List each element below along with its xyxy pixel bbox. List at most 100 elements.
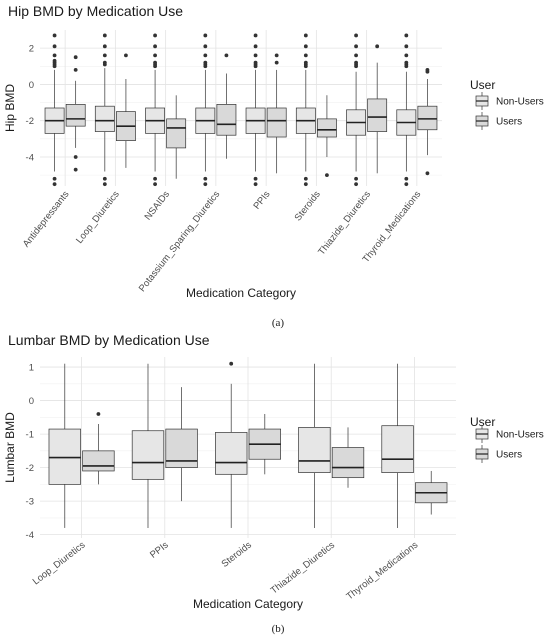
legend-label: Non-Users bbox=[496, 97, 544, 108]
outlier-point bbox=[274, 60, 279, 65]
outlier-point bbox=[203, 176, 208, 181]
box-non-users-steroids bbox=[215, 361, 248, 528]
box-users-antidepressants bbox=[65, 55, 86, 172]
box-iqr bbox=[417, 105, 438, 131]
outlier-point bbox=[404, 53, 409, 58]
box-non-users-ppis bbox=[245, 33, 266, 187]
x-tick-label: Antidepressants bbox=[21, 189, 72, 250]
outlier-point bbox=[73, 167, 78, 172]
outlier-point bbox=[96, 412, 101, 416]
outlier-point bbox=[73, 68, 78, 72]
box-iqr bbox=[131, 430, 165, 480]
x-tick-label: Thyroid_Medications bbox=[361, 189, 424, 265]
outlier-point bbox=[52, 33, 57, 38]
outlier-point bbox=[73, 55, 78, 60]
x-tick-label: Thyroid_Medications bbox=[344, 540, 420, 603]
box-users-steroids bbox=[317, 95, 337, 178]
y-tick-label: 1 bbox=[29, 363, 34, 374]
outlier-point bbox=[303, 53, 308, 58]
box-non-users-nsaids bbox=[145, 33, 165, 187]
box-users-thiazide-diuretics bbox=[367, 44, 388, 174]
legend-item-non-users: Non-Users bbox=[475, 425, 544, 443]
legend-item-non-users: Non-Users bbox=[475, 92, 544, 110]
box-users-thiazide-diuretics bbox=[331, 427, 365, 488]
outlier-point bbox=[102, 182, 107, 187]
outlier-point bbox=[425, 171, 430, 176]
y-tick-label: 0 bbox=[29, 396, 34, 407]
outlier-point bbox=[203, 182, 208, 187]
y-tick-label: -2 bbox=[26, 116, 34, 127]
outlier-point bbox=[52, 44, 57, 49]
box-users-potassium-sparing-diuretics bbox=[216, 53, 237, 159]
outlier-point bbox=[375, 44, 380, 49]
box-iqr bbox=[65, 104, 86, 127]
box-iqr bbox=[216, 104, 237, 136]
box-non-users-thiazide-diuretics bbox=[298, 363, 331, 528]
panel-label: (a) bbox=[272, 317, 285, 329]
y-tick-label: 2 bbox=[29, 44, 34, 55]
outlier-point bbox=[153, 33, 157, 38]
box-non-users-ppis bbox=[131, 363, 165, 528]
outlier-point bbox=[52, 53, 57, 58]
box-non-users-thiazide-diuretics bbox=[346, 33, 366, 187]
outlier-point bbox=[354, 33, 358, 38]
outlier-point bbox=[253, 182, 258, 187]
outlier-point bbox=[153, 182, 157, 187]
outlier-point bbox=[203, 44, 208, 49]
outlier-point bbox=[253, 176, 258, 181]
x-tick-label: PPIs bbox=[251, 189, 272, 212]
legend-title: User bbox=[470, 415, 495, 429]
box-iqr bbox=[215, 432, 248, 475]
x-tick-label: Thiazide_Diuretics bbox=[316, 189, 373, 258]
outlier-point bbox=[303, 33, 308, 38]
legend-label: Users bbox=[496, 450, 522, 461]
x-tick-label: PPIs bbox=[148, 540, 171, 561]
box-users-ppis bbox=[165, 387, 198, 502]
box-iqr bbox=[381, 425, 414, 473]
outlier-point bbox=[153, 176, 157, 181]
y-tick-label: -3 bbox=[26, 497, 34, 508]
outlier-point bbox=[303, 44, 308, 49]
outlier-point bbox=[253, 33, 258, 38]
chart-title: Hip BMD by Medication Use bbox=[8, 3, 183, 19]
outlier-point bbox=[354, 60, 358, 65]
chart-title: Lumbar BMD by Medication Use bbox=[8, 332, 210, 348]
outlier-point bbox=[253, 53, 258, 58]
legend-item-users: Users bbox=[475, 112, 522, 130]
outlier-point bbox=[253, 60, 258, 65]
outlier-point bbox=[425, 69, 430, 74]
box-users-nsaids bbox=[166, 95, 187, 179]
outlier-point bbox=[52, 182, 57, 187]
box-iqr bbox=[317, 118, 337, 138]
outlier-point bbox=[404, 182, 409, 187]
box-non-users-antidepressants bbox=[44, 33, 65, 187]
box-iqr bbox=[82, 450, 115, 472]
outlier-point bbox=[203, 33, 208, 38]
x-axis-title: Medication Category bbox=[193, 597, 303, 611]
box-users-ppis bbox=[266, 53, 287, 174]
outlier-point bbox=[102, 176, 107, 181]
outlier-point bbox=[354, 182, 358, 187]
box-non-users-loop-diuretics bbox=[48, 363, 81, 528]
outlier-point bbox=[102, 44, 107, 49]
outlier-point bbox=[224, 53, 229, 58]
box-non-users-loop-diuretics bbox=[94, 33, 115, 187]
outlier-point bbox=[404, 176, 409, 181]
x-tick-label: NSAIDs bbox=[143, 189, 173, 223]
outlier-point bbox=[203, 53, 208, 58]
box-non-users-potassium-sparing-diuretics bbox=[195, 33, 216, 187]
outlier-point bbox=[303, 182, 308, 187]
y-tick-label: -2 bbox=[26, 463, 34, 474]
outlier-point bbox=[124, 53, 128, 58]
legend-title: User bbox=[470, 78, 495, 92]
outlier-point bbox=[303, 176, 308, 181]
outlier-point bbox=[102, 60, 107, 65]
chart-1: Hip BMD by Medication Use -4 -2 0 2 Antidepre… bbox=[3, 3, 544, 329]
outlier-point bbox=[73, 155, 78, 159]
y-tick-label: -4 bbox=[26, 530, 34, 541]
outlier-point bbox=[274, 53, 279, 58]
box-iqr bbox=[298, 427, 331, 473]
box-iqr bbox=[94, 105, 115, 132]
outlier-point bbox=[354, 53, 358, 58]
